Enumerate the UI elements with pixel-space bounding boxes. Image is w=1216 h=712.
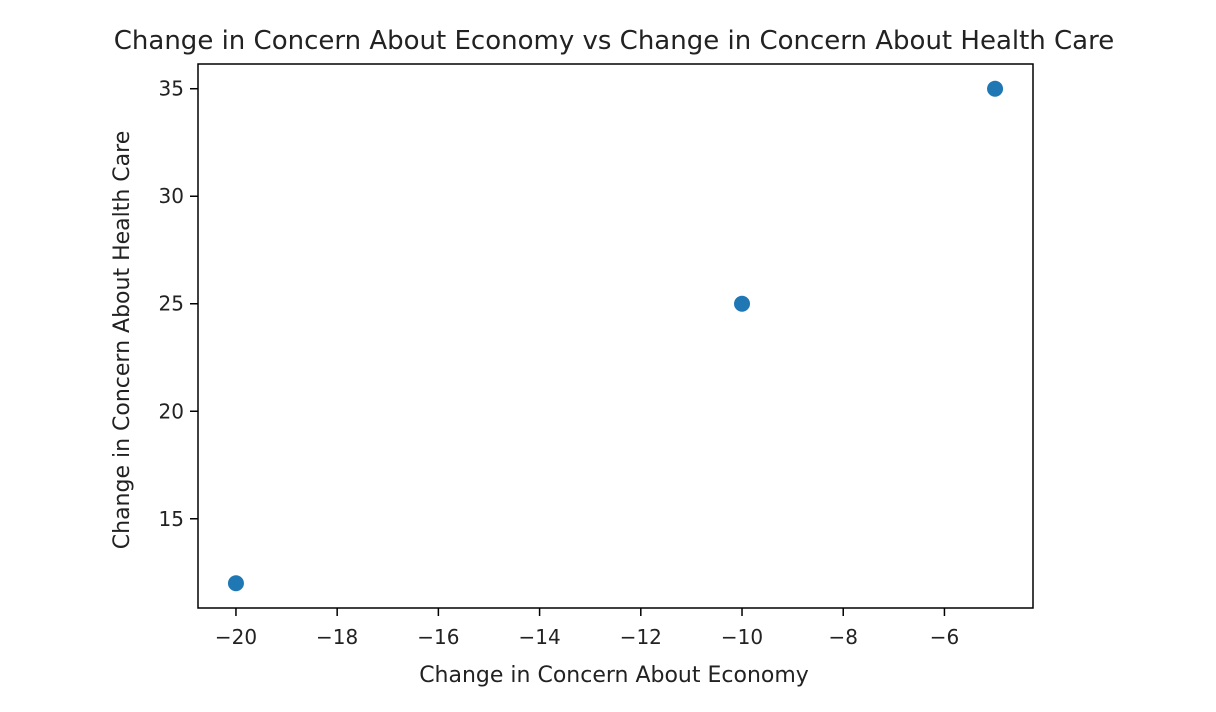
x-tick-label: −10: [721, 625, 763, 649]
x-tick-label: −14: [518, 625, 560, 649]
chart-title: Change in Concern About Economy vs Chang…: [114, 26, 1114, 56]
y-axis-ticks: 15 20 25 30 35: [159, 77, 198, 531]
x-axis-ticks: −20 −18 −16 −14 −12 −10 −8 −6: [215, 608, 959, 649]
x-tick-label: −12: [620, 625, 662, 649]
x-axis-label: Change in Concern About Economy: [419, 663, 809, 688]
scatter-points: [227, 80, 1004, 592]
y-tick-label: 15: [159, 507, 184, 531]
y-tick-label: 30: [159, 184, 184, 208]
x-tick-label: −16: [417, 625, 459, 649]
scatter-point: [987, 80, 1004, 97]
y-tick-label: 20: [159, 399, 184, 423]
x-tick-label: −18: [316, 625, 358, 649]
scatter-point: [227, 575, 244, 592]
y-tick-label: 35: [159, 77, 184, 101]
plot-area-frame: [197, 63, 1034, 609]
x-tick-label: −8: [828, 625, 857, 649]
scatter-point: [734, 295, 751, 312]
x-tick-label: −20: [215, 625, 257, 649]
y-axis-label: Change in Concern About Health Care: [110, 131, 135, 549]
y-tick-label: 25: [159, 292, 184, 316]
x-tick-label: −6: [930, 625, 959, 649]
